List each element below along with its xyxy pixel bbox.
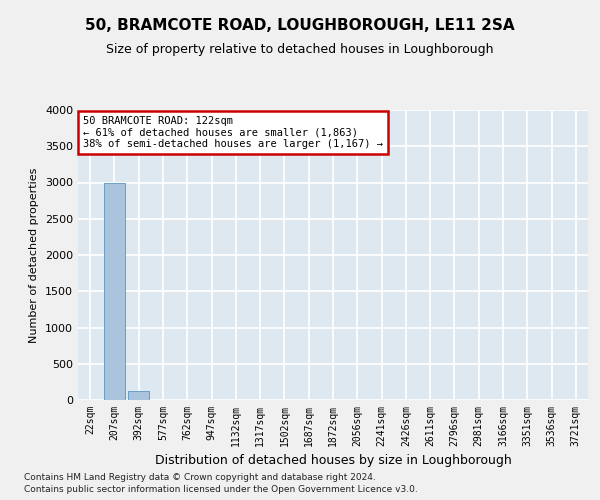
X-axis label: Distribution of detached houses by size in Loughborough: Distribution of detached houses by size … [155, 454, 511, 468]
Bar [128, 392, 149, 400]
Y-axis label: Number of detached properties: Number of detached properties [29, 168, 40, 342]
Bar [104, 183, 125, 400]
Text: Contains public sector information licensed under the Open Government Licence v3: Contains public sector information licen… [24, 485, 418, 494]
Text: 50 BRAMCOTE ROAD: 122sqm
← 61% of detached houses are smaller (1,863)
38% of sem: 50 BRAMCOTE ROAD: 122sqm ← 61% of detach… [83, 116, 383, 149]
Text: 50, BRAMCOTE ROAD, LOUGHBOROUGH, LE11 2SA: 50, BRAMCOTE ROAD, LOUGHBOROUGH, LE11 2S… [85, 18, 515, 32]
Text: Size of property relative to detached houses in Loughborough: Size of property relative to detached ho… [106, 42, 494, 56]
Text: Contains HM Land Registry data © Crown copyright and database right 2024.: Contains HM Land Registry data © Crown c… [24, 472, 376, 482]
